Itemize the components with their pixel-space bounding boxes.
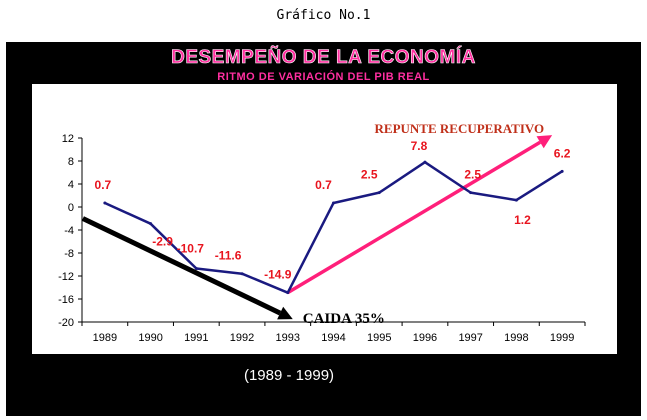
y-tick-label: -20: [58, 317, 74, 329]
data-point: [240, 272, 244, 276]
x-tick-label: 1994: [321, 332, 345, 344]
x-tick-label: 1992: [230, 332, 254, 344]
x-tick-label: 1989: [93, 332, 117, 344]
data-point: [286, 291, 290, 295]
x-tick-label: 1995: [367, 332, 391, 344]
fall-arrow-shaft: [81, 216, 282, 316]
figure-caption: Gráfico No.1: [276, 8, 371, 23]
y-tick-label: -4: [64, 225, 74, 237]
data-label: -11.6: [215, 249, 242, 263]
data-label: 2.5: [361, 168, 378, 182]
rise-arrow-head: [536, 135, 553, 149]
x-tick-label: 1999: [550, 332, 574, 344]
x-axis-ticks: 1989 1990 1991 1992 1993 1994 1995 1996 1997 1998…: [81, 322, 586, 344]
y-tick-label: -8: [64, 248, 74, 260]
x-tick-label: 1997: [458, 332, 482, 344]
data-label: 1.2: [514, 213, 531, 227]
x-tick-label: 1998: [504, 332, 528, 344]
data-label: -14.9: [264, 268, 292, 282]
chart-title: DESEMPEÑO DE LA ECONOMÍA: [171, 47, 476, 69]
chart-subtitle: RITMO DE VARIACIÓN DEL PIB REAL: [217, 71, 430, 83]
series-layer: [103, 160, 564, 295]
data-label: 0.7: [315, 178, 332, 192]
data-point: [194, 267, 198, 271]
x-tick-label: 1993: [276, 332, 300, 344]
chart-panel: DESEMPEÑO DE LA ECONOMÍA RITMO DE VARIAC…: [6, 42, 641, 416]
data-point: [423, 160, 427, 164]
fall-arrow-head: [277, 306, 293, 320]
trend-arrows: REPUNTE RECUPERATIVO CAIDA 35%: [81, 121, 553, 327]
y-tick-label: -16: [58, 294, 74, 306]
rise-annotation: REPUNTE RECUPERATIVO: [375, 121, 545, 136]
data-point: [560, 169, 564, 173]
data-labels: 0.7 -2.9 -10.7 -11.6 -14.9 0.7 2.5 7.8 2.5 1.2 6.2: [95, 139, 571, 282]
data-label: 7.8: [411, 139, 428, 153]
data-label: -2.9: [152, 235, 173, 249]
x-tick-label: 1991: [184, 332, 208, 344]
x-tick-label: 1990: [138, 332, 162, 344]
data-label: 0.7: [95, 178, 112, 192]
data-label: 2.5: [464, 168, 481, 182]
y-tick-label: -12: [58, 271, 74, 283]
y-axis-ticks: 12 8 4 0 -4 -8 -12 -16 -20: [58, 133, 82, 329]
y-tick-label: 8: [68, 156, 74, 168]
period-label: (1989 - 1999): [243, 367, 335, 384]
x-tick-label: 1996: [413, 332, 437, 344]
fall-annotation: CAIDA 35%: [303, 311, 385, 327]
data-point: [332, 201, 335, 205]
y-tick-label: 4: [68, 179, 74, 191]
data-point: [469, 191, 473, 195]
data-point: [103, 201, 107, 205]
data-point: [149, 222, 153, 226]
y-tick-label: 0: [68, 202, 74, 214]
data-point: [377, 191, 381, 195]
data-label: 6.2: [554, 146, 571, 160]
data-point: [514, 198, 518, 202]
rise-arrow-shaft: [286, 140, 542, 295]
data-label: -10.7: [177, 242, 205, 256]
y-tick-label: 12: [62, 133, 74, 145]
